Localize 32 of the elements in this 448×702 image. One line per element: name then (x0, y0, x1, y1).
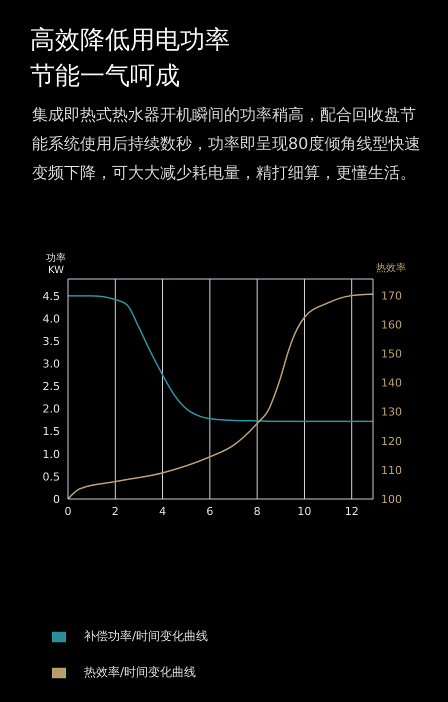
y-tick-label: 4.5 (42, 290, 60, 303)
y-axis-title: 功率 KW (46, 252, 66, 276)
y2-tick-label: 160 (381, 318, 402, 332)
y-tick-label: 1.5 (42, 425, 60, 438)
x-tick-label: 12 (344, 504, 359, 518)
chart-subtitle: 集成即热式热水器开机瞬间的功率稍高，配合回收盘节能系统使用后持续数秒，功率即呈现80度倾角线型快速变频下降，可大大减少耗电量，精打细算，更懂生活。 (32, 104, 422, 184)
y-tick-label: 4.0 (42, 312, 60, 326)
x-tick-label: 8 (254, 504, 261, 518)
y2-tick-label: 120 (381, 434, 402, 448)
line-series (68, 295, 373, 422)
x-tick-label: 6 (206, 504, 214, 518)
x-tick-label: 4 (159, 504, 166, 518)
y2-tick-label: 110 (381, 464, 402, 477)
x-tick-label: 10 (297, 504, 312, 518)
x-tick-label: 0 (64, 504, 72, 518)
y-tick-label: 1.0 (42, 448, 60, 461)
y-tick-label: 0 (53, 492, 60, 506)
y2-tick-label: 140 (381, 376, 402, 390)
y2-tick-label: 130 (381, 406, 402, 419)
y-tick-label: 3.5 (42, 334, 60, 348)
y2-tick-label: 170 (381, 289, 402, 302)
y-tick-label: 2.5 (42, 380, 60, 394)
y-tick-label: 2.0 (42, 402, 60, 416)
x-tick-label: 2 (112, 504, 119, 518)
y-tick-label: 3.0 (42, 358, 60, 371)
y2-axis-title: 热效率 (376, 262, 406, 274)
y-tick-label: 0.5 (42, 470, 60, 484)
legend-label: 热效率/时间变化曲线 (84, 665, 196, 679)
y2-tick-label: 100 (381, 492, 402, 506)
legend-label: 补偿功率/时间变化曲线 (84, 629, 208, 643)
y2-tick-label: 150 (381, 348, 402, 361)
chart-title: 高效降低用电功率节能一气呵成 (30, 24, 231, 92)
